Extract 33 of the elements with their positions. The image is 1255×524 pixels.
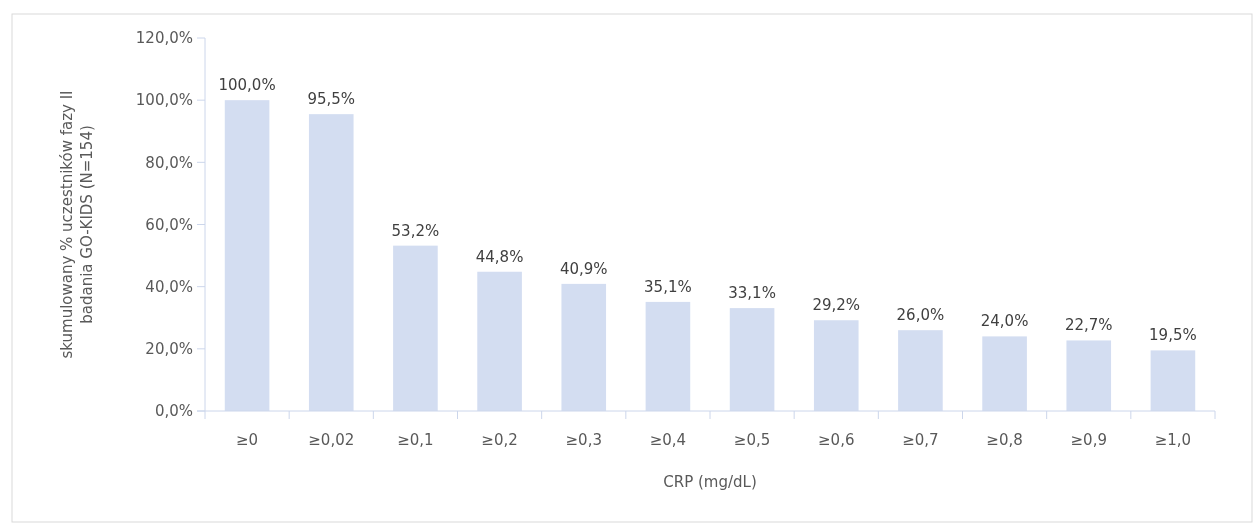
y-tick-label: 120,0% bbox=[135, 29, 193, 48]
x-tick-label: ≥0,1 bbox=[397, 431, 434, 449]
y-tick-label: 20,0% bbox=[145, 340, 193, 359]
data-label: 35,1% bbox=[644, 277, 692, 296]
x-tick-label: ≥0,2 bbox=[481, 431, 518, 449]
x-tick-label: ≥0,3 bbox=[565, 431, 602, 449]
y-axis-title: skumulowany % uczestników fazy II badania GO-KIDS (N=154) bbox=[58, 90, 96, 359]
data-label: 95,5% bbox=[307, 90, 356, 109]
data-label: 26,0% bbox=[896, 306, 945, 325]
x-axis-title: CRP (mg/dL) bbox=[663, 473, 757, 491]
data-label: 19,5% bbox=[1149, 326, 1197, 345]
y-tick-label: 80,0% bbox=[145, 153, 193, 172]
x-tick-label: ≥0,5 bbox=[733, 431, 771, 449]
data-label: 44,8% bbox=[475, 247, 524, 266]
y-tick-label: 60,0% bbox=[145, 215, 193, 234]
x-tick-label: ≥0,8 bbox=[986, 431, 1023, 449]
data-label: 40,9% bbox=[559, 259, 608, 278]
data-label: 33,1% bbox=[728, 284, 776, 303]
data-label: 53,2% bbox=[391, 221, 440, 240]
x-tick-label: ≥0,9 bbox=[1070, 431, 1107, 449]
data-label: 100,0% bbox=[218, 76, 276, 95]
y-tick-label: 0,0% bbox=[154, 402, 193, 421]
y-tick-label: 100,0% bbox=[135, 91, 193, 110]
data-label: 29,2% bbox=[812, 296, 861, 315]
x-tick-label: ≥0,02 bbox=[308, 431, 355, 449]
y-tick-label: 40,0% bbox=[145, 277, 193, 296]
data-label: 22,7% bbox=[1064, 316, 1113, 335]
data-label: 24,0% bbox=[980, 312, 1029, 331]
x-tick-label: ≥1,0 bbox=[1154, 431, 1192, 449]
x-tick-label: ≥0,7 bbox=[902, 431, 939, 449]
x-tick-label: ≥0,4 bbox=[649, 431, 687, 449]
x-tick-label: ≥0 bbox=[236, 431, 259, 449]
x-tick-label: ≥0,6 bbox=[818, 431, 855, 449]
